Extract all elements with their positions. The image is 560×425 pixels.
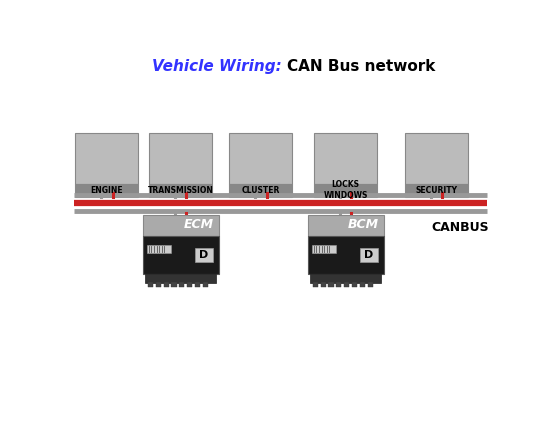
Text: ENGINE: ENGINE	[91, 186, 123, 195]
Bar	[171, 282, 176, 287]
Bar	[143, 215, 218, 236]
Bar	[76, 133, 138, 184]
Bar	[360, 249, 378, 262]
Bar	[147, 245, 171, 253]
Bar	[203, 282, 208, 287]
Text: TRANSMISSION: TRANSMISSION	[148, 186, 213, 195]
Bar	[195, 282, 200, 287]
Bar	[149, 133, 212, 184]
Bar	[314, 133, 377, 184]
Bar	[329, 282, 334, 287]
Text: ECM: ECM	[184, 218, 214, 231]
Bar	[179, 282, 184, 287]
Bar	[148, 282, 153, 287]
Bar	[344, 282, 349, 287]
Text: BCM: BCM	[348, 218, 379, 231]
Bar	[352, 282, 357, 287]
Bar	[367, 282, 373, 287]
Bar	[314, 184, 377, 197]
Bar	[313, 282, 318, 287]
Bar	[307, 236, 384, 274]
Bar	[321, 282, 326, 287]
Text: SECURITY: SECURITY	[416, 186, 458, 195]
Text: CAN Bus network: CAN Bus network	[287, 59, 435, 74]
Bar	[195, 249, 213, 262]
Bar	[307, 215, 384, 236]
Bar	[230, 184, 292, 197]
Bar	[76, 184, 138, 197]
Bar	[143, 236, 218, 274]
Text: CLUSTER: CLUSTER	[242, 186, 280, 195]
Bar	[360, 282, 365, 287]
Bar	[310, 274, 381, 283]
Bar	[149, 184, 212, 197]
Bar	[164, 282, 169, 287]
Bar	[156, 282, 161, 287]
Text: LOCKS
WINDOWS: LOCKS WINDOWS	[324, 180, 368, 200]
Bar	[145, 274, 217, 283]
Text: D: D	[199, 250, 208, 261]
Text: Vehicle Wiring:: Vehicle Wiring:	[152, 59, 287, 74]
Bar	[187, 282, 192, 287]
Bar	[405, 133, 468, 184]
Bar	[312, 245, 336, 253]
Text: CANBUS: CANBUS	[431, 221, 489, 234]
Text: D: D	[364, 250, 374, 261]
Bar	[405, 184, 468, 197]
Bar	[336, 282, 342, 287]
Bar	[230, 133, 292, 184]
